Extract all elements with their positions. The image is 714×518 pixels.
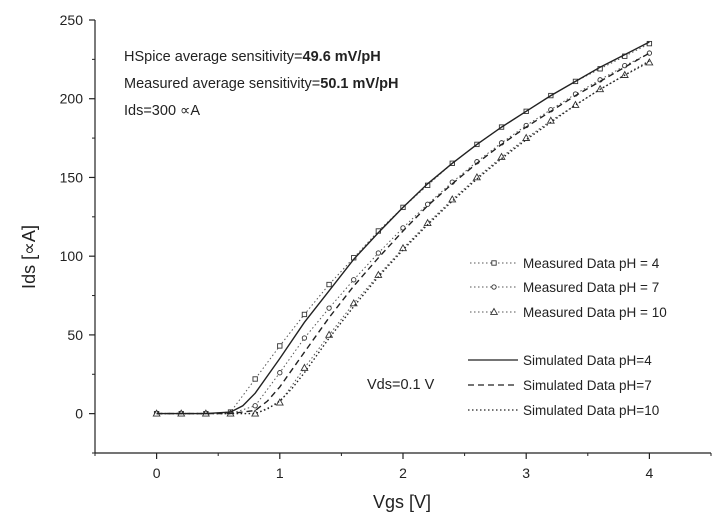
chart-axes: 0 1 2 3 4 0 50 100 150 200 250 [60, 12, 712, 481]
x-tick-label: 1 [276, 465, 284, 481]
legend-entry-label: Simulated Data pH=10 [523, 403, 659, 418]
series-6 [156, 60, 650, 415]
data-point [277, 370, 283, 376]
data-point [326, 305, 332, 311]
x-tick-label: 2 [399, 465, 407, 481]
y-tick-label: 200 [60, 91, 84, 107]
data-point [277, 343, 283, 349]
data-point [252, 403, 258, 409]
x-tick-label: 0 [153, 465, 161, 481]
vds-note: Vds=0.1 V [367, 377, 435, 393]
ids-note: Ids=300 ∝A [124, 103, 200, 119]
data-point [546, 116, 555, 124]
data-point [497, 152, 506, 160]
data-point [300, 363, 309, 371]
y-tick-label: 100 [60, 248, 84, 264]
hspice-sensitivity-annotation: HSpice average sensitivity=49.6 mV/pH [124, 49, 381, 65]
legend-entry-label: Measured Data pH = 4 [523, 256, 660, 271]
data-point [326, 281, 332, 288]
series-layer [152, 40, 654, 417]
hspice-sensitivity-label: HSpice average sensitivity= [124, 49, 303, 65]
y-tick-label: 250 [60, 12, 84, 28]
series-line [156, 52, 650, 415]
data-point [522, 133, 531, 141]
legend: Measured Data pH = 4 Measured Data pH = 7… [468, 256, 667, 418]
legend-entry-label: Measured Data pH = 7 [523, 280, 659, 295]
series-line [156, 41, 650, 415]
data-point [472, 173, 481, 181]
legend-swatch-marker [491, 260, 497, 266]
data-point [424, 201, 431, 207]
series-line [156, 52, 650, 415]
measured-sensitivity-value: 50.1 mV/pH [320, 76, 398, 92]
data-point [351, 277, 357, 283]
x-tick-label: 4 [646, 465, 654, 481]
measured-sensitivity-label: Measured average sensitivity= [124, 76, 320, 92]
y-tick-label: 150 [60, 169, 84, 185]
data-point [645, 58, 654, 66]
y-tick-label: 50 [67, 327, 83, 343]
data-point [301, 335, 308, 341]
series-4 [156, 41, 650, 415]
series-5 [156, 52, 650, 415]
legend-swatch-marker [491, 284, 497, 290]
data-point [301, 311, 308, 318]
data-point [375, 250, 382, 256]
x-axis-title: Vgs [V] [373, 492, 431, 512]
legend-swatch-marker [489, 307, 499, 315]
data-point [252, 376, 258, 382]
legend-entry-label: Simulated Data pH=4 [523, 353, 652, 368]
series-line [156, 60, 650, 415]
hspice-sensitivity-value: 49.6 mV/pH [303, 49, 381, 65]
legend-entry-label: Simulated Data pH=7 [523, 378, 652, 393]
y-axis-title: Ids [∝A] [19, 225, 39, 289]
measured-sensitivity-annotation: Measured average sensitivity=50.1 mV/pH [124, 76, 398, 92]
x-tick-label: 3 [522, 465, 530, 481]
y-tick-label: 0 [75, 406, 83, 422]
legend-entry-label: Measured Data pH = 10 [523, 305, 667, 320]
